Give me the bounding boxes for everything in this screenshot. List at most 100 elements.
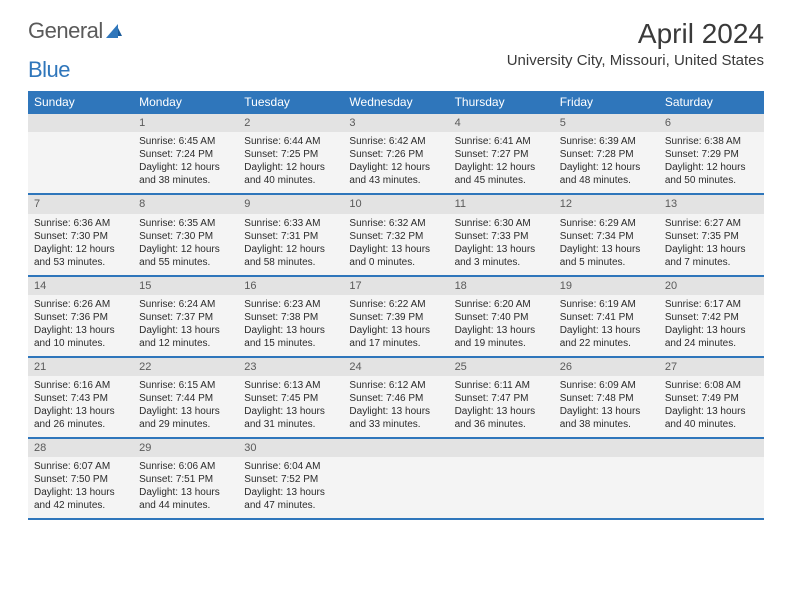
cell-line: Sunset: 7:30 PM [34,230,127,243]
cell-line: Sunset: 7:25 PM [244,148,337,161]
weekday-header-row: Sunday Monday Tuesday Wednesday Thursday… [28,91,764,114]
day-content-cell: Sunrise: 6:32 AMSunset: 7:32 PMDaylight:… [343,214,448,276]
header-wednesday: Wednesday [343,91,448,114]
calendar-body: 123456 Sunrise: 6:45 AMSunset: 7:24 PM Da… [28,114,764,520]
cell-line: Daylight: 12 hours and 58 minutes. [244,243,337,269]
day-content-cell: Sunrise: 6:07 AMSunset: 7:50 PMDaylight:… [28,457,133,519]
day-number-cell [343,438,448,457]
cell-line: Sunrise: 6:42 AM [349,135,442,148]
cell-line: Sunrise: 6:32 AM [349,217,442,230]
cell-line: Sunset: 7:35 PM [665,230,758,243]
cell-line: Sunrise: 6:16 AM [34,379,127,392]
day-number-cell: 5 [554,114,659,133]
day-number-cell: 26 [554,357,659,376]
daynum-row: 21222324252627 [28,357,764,376]
day-content-cell: Sunrise: 6:04 AMSunset: 7:52 PMDaylight:… [238,457,343,519]
brand-sail-icon [104,22,124,40]
day-number-cell: 11 [449,194,554,213]
cell-line: Sunrise: 6:33 AM [244,217,337,230]
day-content-cell: Sunrise: 6:17 AMSunset: 7:42 PMDaylight:… [659,295,764,357]
cell-line: Sunset: 7:31 PM [244,230,337,243]
content-row: Sunrise: 6:16 AMSunset: 7:43 PMDaylight:… [28,376,764,438]
day-content-cell: Sunrise: 6:39 AMSunset: 7:28 PMDaylight:… [554,132,659,194]
cell-line: Daylight: 13 hours and 36 minutes. [455,405,548,431]
cell-line: Daylight: 12 hours and 40 minutes. [244,161,337,187]
cell-line: Sunrise: 6:20 AM [455,298,548,311]
cell-line: Sunrise: 6:24 AM [139,298,232,311]
day-content-cell: Sunrise: 6:33 AMSunset: 7:31 PMDaylight:… [238,214,343,276]
cell-line: Daylight: 13 hours and 38 minutes. [560,405,653,431]
cell-line: Sunrise: 6:38 AM [665,135,758,148]
cell-line: Sunrise: 6:22 AM [349,298,442,311]
header-friday: Friday [554,91,659,114]
day-number-cell: 1 [133,114,238,133]
cell-line: Daylight: 13 hours and 31 minutes. [244,405,337,431]
cell-line: Daylight: 13 hours and 33 minutes. [349,405,442,431]
cell-line: Daylight: 13 hours and 24 minutes. [665,324,758,350]
cell-line: Sunrise: 6:04 AM [244,460,337,473]
day-number-cell: 23 [238,357,343,376]
cell-line: Sunset: 7:33 PM [455,230,548,243]
cell-line: Sunset: 7:51 PM [139,473,232,486]
day-content-cell: Sunrise: 6:38 AMSunset: 7:29 PMDaylight:… [659,132,764,194]
cell-line: Daylight: 13 hours and 17 minutes. [349,324,442,350]
cell-line: Sunset: 7:42 PM [665,311,758,324]
day-content-cell [554,457,659,519]
day-number-cell: 20 [659,276,764,295]
cell-line: Sunrise: 6:26 AM [34,298,127,311]
day-number-cell: 12 [554,194,659,213]
day-content-cell: Sunrise: 6:41 AMSunset: 7:27 PMDaylight:… [449,132,554,194]
cell-line: Sunrise: 6:19 AM [560,298,653,311]
day-number-cell: 30 [238,438,343,457]
cell-line: Daylight: 13 hours and 15 minutes. [244,324,337,350]
brand-logo: General [28,18,124,44]
cell-line: Sunset: 7:30 PM [139,230,232,243]
cell-line: Daylight: 13 hours and 26 minutes. [34,405,127,431]
cell-line: Daylight: 12 hours and 53 minutes. [34,243,127,269]
day-number-cell: 21 [28,357,133,376]
content-row: Sunrise: 6:26 AMSunset: 7:36 PMDaylight:… [28,295,764,357]
day-content-cell: Sunrise: 6:35 AMSunset: 7:30 PMDaylight:… [133,214,238,276]
day-content-cell: Sunrise: 6:42 AMSunset: 7:26 PMDaylight:… [343,132,448,194]
day-content-cell [659,457,764,519]
cell-line: Sunrise: 6:39 AM [560,135,653,148]
header-monday: Monday [133,91,238,114]
cell-line: Daylight: 13 hours and 22 minutes. [560,324,653,350]
content-row: Sunrise: 6:36 AMSunset: 7:30 PMDaylight:… [28,214,764,276]
cell-line: Daylight: 13 hours and 12 minutes. [139,324,232,350]
cell-line: Daylight: 12 hours and 48 minutes. [560,161,653,187]
daynum-row: 123456 [28,114,764,133]
day-content-cell: Sunrise: 6:44 AMSunset: 7:25 PMDaylight:… [238,132,343,194]
day-number-cell: 6 [659,114,764,133]
cell-line: Daylight: 13 hours and 29 minutes. [139,405,232,431]
day-content-cell: Sunrise: 6:15 AMSunset: 7:44 PMDaylight:… [133,376,238,438]
header-thursday: Thursday [449,91,554,114]
cell-line: Daylight: 13 hours and 19 minutes. [455,324,548,350]
cell-line: Sunset: 7:43 PM [34,392,127,405]
cell-line: Daylight: 12 hours and 55 minutes. [139,243,232,269]
cell-line: Sunset: 7:24 PM [139,148,232,161]
cell-line: Sunrise: 6:30 AM [455,217,548,230]
daynum-row: 14151617181920 [28,276,764,295]
cell-line: Sunrise: 6:35 AM [139,217,232,230]
day-number-cell: 19 [554,276,659,295]
day-number-cell [659,438,764,457]
day-content-cell: Sunrise: 6:36 AMSunset: 7:30 PMDaylight:… [28,214,133,276]
daynum-row: 78910111213 [28,194,764,213]
cell-line: Daylight: 13 hours and 47 minutes. [244,486,337,512]
day-number-cell: 15 [133,276,238,295]
cell-line: Sunrise: 6:41 AM [455,135,548,148]
day-content-cell: Sunrise: 6:11 AMSunset: 7:47 PMDaylight:… [449,376,554,438]
day-content-cell: Sunrise: 6:29 AMSunset: 7:34 PMDaylight:… [554,214,659,276]
cell-line: Sunset: 7:37 PM [139,311,232,324]
calendar-table: Sunday Monday Tuesday Wednesday Thursday… [28,91,764,520]
day-content-cell: Sunrise: 6:26 AMSunset: 7:36 PMDaylight:… [28,295,133,357]
day-content-cell: Sunrise: 6:30 AMSunset: 7:33 PMDaylight:… [449,214,554,276]
header-saturday: Saturday [659,91,764,114]
cell-line: Sunrise: 6:45 AM [139,135,232,148]
content-row: Sunrise: 6:45 AMSunset: 7:24 PM Daylight:… [28,132,764,194]
cell-line: Sunset: 7:29 PM [665,148,758,161]
cell-line: Daylight: 13 hours and 10 minutes. [34,324,127,350]
day-content-cell: Sunrise: 6:13 AMSunset: 7:45 PMDaylight:… [238,376,343,438]
cell-line: Sunrise: 6:07 AM [34,460,127,473]
